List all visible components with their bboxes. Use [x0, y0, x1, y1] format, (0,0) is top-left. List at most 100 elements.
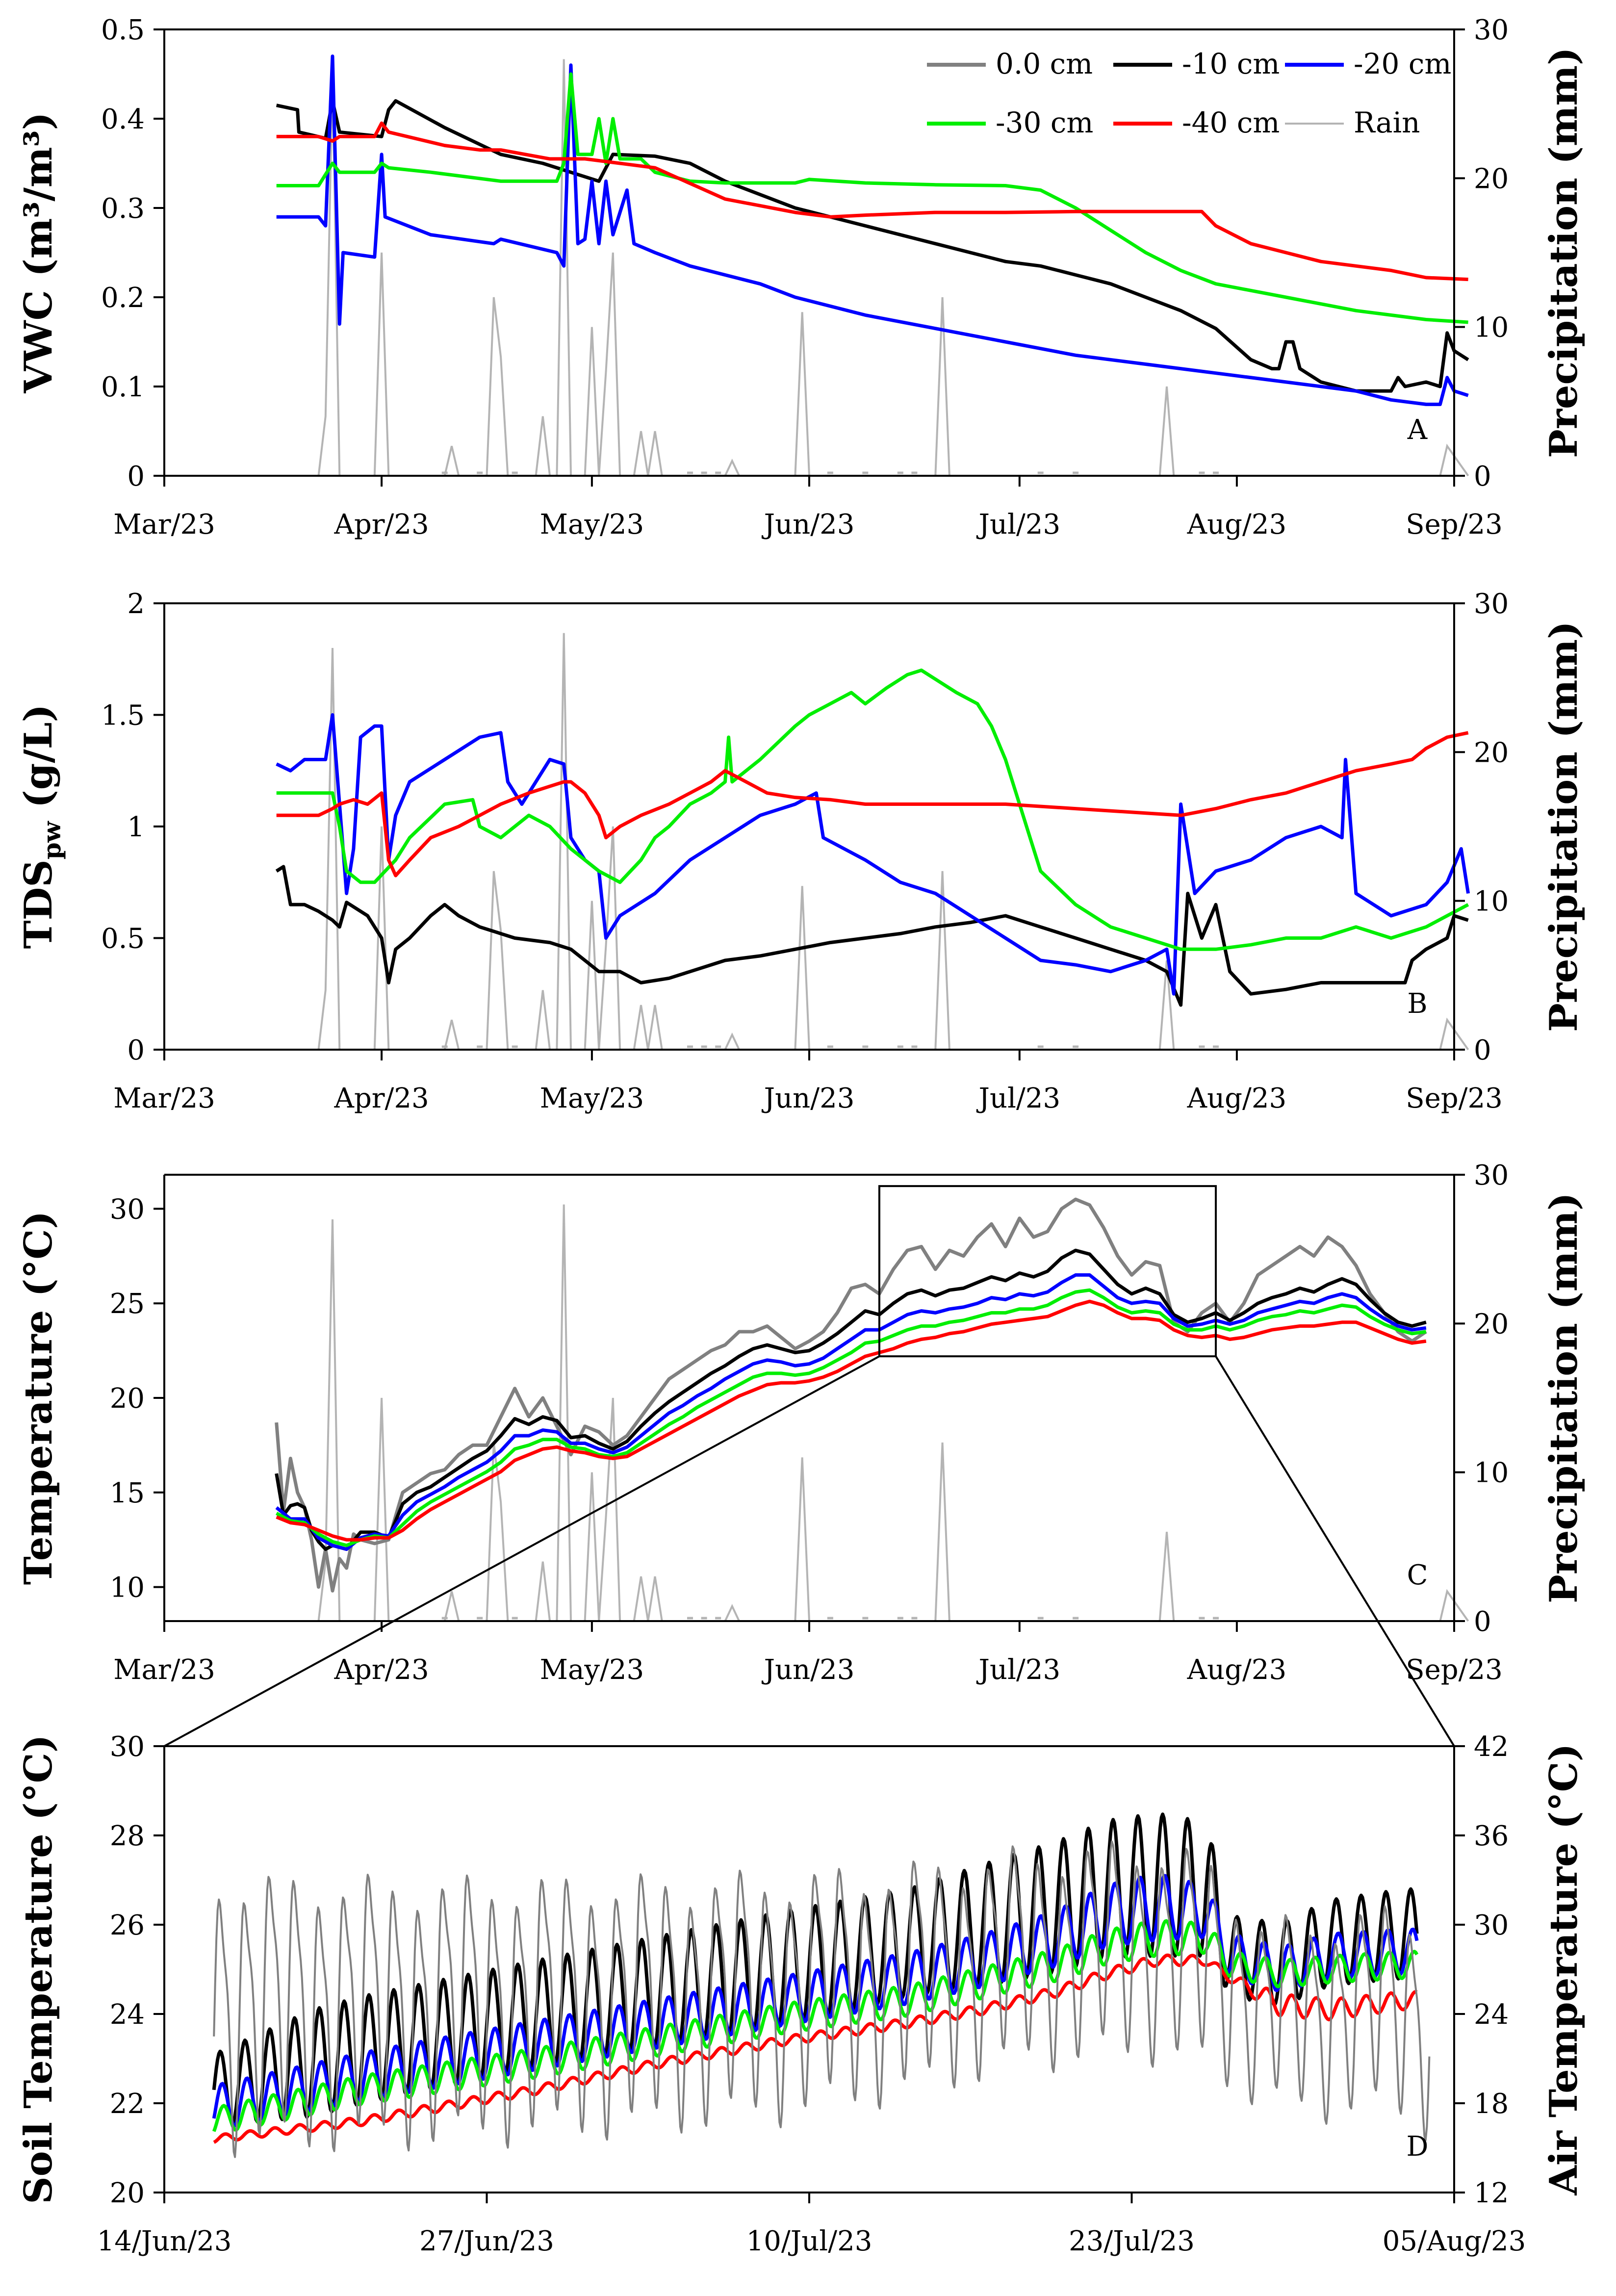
panel-letter: D [1407, 2131, 1429, 2163]
series-c20-2 [275, 1273, 1427, 1551]
x-tick-label: Apr/23 [334, 1654, 429, 1686]
x-axis-3: 14/Jun/23 27/Jun/23 10/Jul/23 23/Jul/23 05/A… [97, 2193, 1526, 2257]
x-tick-label: Sep/23 [1406, 1083, 1502, 1114]
legend-label: -30 cm [996, 106, 1093, 139]
x-tick-label: Jun/23 [762, 509, 855, 541]
y-tick-label: 24 [110, 1999, 145, 2031]
legend-label: Rain [1354, 106, 1420, 139]
axis-labels-1: TDSpw (g/L) Precipitation (mm) [16, 621, 1586, 1032]
x-tick-label: 23/Jul/23 [1069, 2225, 1195, 2257]
y-tick-label: 10 [110, 1572, 145, 1604]
x-tick-label: May/23 [540, 1654, 644, 1686]
y-axis-right-1: 0 10 20 30 [1453, 588, 1509, 1066]
y2-tick-label: 30 [1474, 588, 1509, 620]
y2-axis-title: Precipitation (mm) [1541, 47, 1586, 458]
series-c10-2 [275, 1248, 1427, 1551]
x-tick-label: Apr/23 [334, 1083, 429, 1114]
y2-tick-label: 30 [1474, 14, 1509, 46]
y-axis-left-1: 0 0.5 1 1.5 2 [101, 588, 165, 1066]
y2-tick-label: 36 [1474, 1820, 1509, 1852]
y-axis-title: TDSpw (g/L) [16, 704, 66, 949]
y2-tick-label: 12 [1474, 2177, 1509, 2209]
series-c10-0 [276, 99, 1469, 393]
y-tick-label: 26 [110, 1909, 145, 1941]
series-c30-2 [276, 1288, 1427, 1548]
y-tick-label: 25 [110, 1288, 145, 1320]
y2-tick-label: 20 [1474, 737, 1509, 769]
y2-tick-label: 30 [1474, 1160, 1509, 1191]
y2-tick-label: 10 [1474, 1457, 1509, 1489]
series-c30-d [212, 1919, 1419, 2132]
series-c40-1 [276, 731, 1469, 877]
y2-tick-label: 24 [1474, 1999, 1509, 2031]
series-c30-0 [276, 72, 1468, 324]
y2-axis-title: Precipitation (mm) [1541, 1192, 1586, 1603]
rain-series-0 [283, 59, 1469, 477]
series-c40-2 [276, 1299, 1427, 1542]
series-c40-d [213, 1953, 1418, 2144]
x-tick-label: Jul/23 [976, 509, 1061, 541]
x-tick-label: Sep/23 [1406, 509, 1502, 541]
x-tick-label: 05/Aug/23 [1383, 2225, 1526, 2257]
x-tick-label: 27/Jun/23 [419, 2225, 554, 2257]
x-tick-label: 14/Jun/23 [97, 2225, 232, 2257]
legend-label: 0.0 cm [996, 47, 1093, 80]
y-tick-label: 20 [110, 1383, 145, 1415]
y-tick-label: 15 [110, 1477, 145, 1509]
x-tick-label: Mar/23 [113, 1083, 215, 1114]
y-tick-label: 0.5 [101, 923, 145, 955]
y-axis-right-2: 0 10 20 30 [1453, 1160, 1509, 1638]
x-tick-label: Apr/23 [334, 509, 429, 541]
y-tick-label: 28 [110, 1820, 145, 1852]
y2-tick-label: 20 [1474, 163, 1509, 195]
y-tick-label: 20 [110, 2177, 145, 2209]
x-tick-label: Aug/23 [1187, 1083, 1286, 1114]
legend: 0.0 cm -10 cm -20 cm -30 cm -40 cm Rain [927, 47, 1451, 139]
x-tick-label: 10/Jul/23 [746, 2225, 872, 2257]
y2-tick-label: 10 [1474, 312, 1509, 344]
x-axis-0: Mar/23 Apr/23 May/23 Jun/23 Jul/23 Aug/23 Sep/… [113, 475, 1503, 541]
y-axis-title: Soil Temperature (°C) [16, 1734, 61, 2204]
y2-tick-label: 0 [1474, 1606, 1491, 1638]
x-tick-label: Jun/23 [762, 1654, 855, 1686]
y-tick-label: 0.5 [101, 14, 145, 46]
y-tick-label: 22 [110, 2088, 145, 2120]
axis-labels-0: VWC (m³/m³) Precipitation (mm) [16, 47, 1586, 458]
x-tick-label: Jun/23 [762, 1083, 855, 1114]
y-tick-label: 30 [110, 1731, 145, 1763]
y-axis-left-2: 10 15 20 25 30 [110, 1175, 165, 1621]
zoom-box [878, 1185, 1217, 1358]
y2-tick-label: 0 [1474, 1034, 1491, 1066]
x-tick-label: May/23 [540, 1083, 644, 1114]
y2-axis-title: Air Temperature (°C) [1541, 1744, 1586, 2196]
x-tick-label: Jul/23 [976, 1083, 1061, 1114]
subscript: pw [37, 820, 66, 859]
series-c20-1 [276, 713, 1470, 996]
y2-tick-label: 20 [1474, 1308, 1509, 1340]
y2-tick-label: 10 [1474, 886, 1509, 918]
x-axis-2: Mar/23 Apr/23 May/23 Jun/23 Jul/23 Aug/23 Sep/… [113, 1620, 1503, 1686]
series-c10-d [212, 1812, 1419, 2126]
y-tick-label: 0 [127, 461, 145, 492]
series-c20-0 [276, 54, 1469, 406]
y-axis-right-3: 12 18 24 30 36 42 [1454, 1731, 1509, 2209]
series-c0-d [213, 1840, 1431, 2158]
series-c0-2 [275, 1197, 1427, 1593]
y-axis-title: VWC (m³/m³) [16, 112, 61, 393]
rain-series-2 [283, 1204, 1469, 1622]
x-tick-label: Aug/23 [1187, 1654, 1286, 1686]
legend-label: -10 cm [1182, 47, 1280, 80]
x-tick-label: Sep/23 [1406, 1654, 1502, 1686]
y-tick-label: 30 [110, 1193, 145, 1225]
y2-axis-title: Precipitation (mm) [1541, 621, 1586, 1032]
y-tick-label: 0.1 [101, 371, 145, 403]
zoom-connector-left [164, 1355, 880, 1747]
legend-label: -20 cm [1354, 47, 1451, 80]
y-tick-label: 1 [127, 811, 145, 843]
y-tick-label: 2 [127, 588, 145, 620]
y-tick-label: 0.3 [101, 193, 145, 225]
x-tick-label: Jul/23 [976, 1654, 1061, 1686]
y-axis-left-0: 0 0.1 0.2 0.3 0.4 0.5 [101, 14, 165, 492]
series-c10-1 [275, 865, 1469, 1007]
y-axis-left-3: 20 22 24 26 28 30 [110, 1731, 164, 2209]
